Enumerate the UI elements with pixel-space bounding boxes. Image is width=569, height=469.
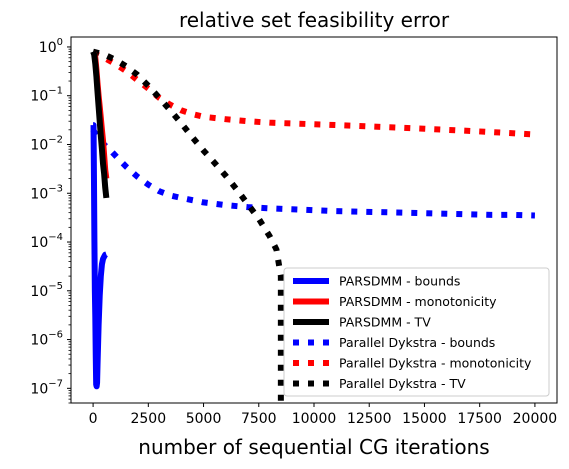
y-tick-label: 10−2: [30, 134, 63, 153]
x-tick-label: 20000: [513, 411, 558, 427]
legend-label: Parallel Dykstra - TV: [339, 376, 466, 391]
y-tick-label: 10−7: [30, 378, 63, 397]
y-tick-label: 10−6: [30, 330, 63, 349]
series-line-4: [91, 50, 536, 138]
x-tick-label: 2500: [130, 411, 166, 427]
plot-area: [90, 48, 536, 403]
x-tick-label: 12500: [347, 411, 392, 427]
series-line-2: [90, 50, 110, 199]
x-tick-label: 0: [89, 411, 98, 427]
legend-label: PARSDMM - bounds: [339, 274, 460, 289]
legend: PARSDMM - bounds PARSDMM - monotonicity PA…: [283, 267, 550, 397]
series-line-5: [92, 48, 284, 403]
x-axis-title: number of sequential CG iterations: [138, 435, 489, 459]
x-tick-label: 7500: [241, 411, 277, 427]
legend-label: PARSDMM - monotonicity: [339, 294, 497, 309]
plot-frame: [70, 36, 558, 404]
x-tick-label: 17500: [457, 411, 502, 427]
y-tick-label: 10−3: [30, 183, 63, 202]
y-tick-label: 10−1: [30, 86, 63, 105]
legend-box: [283, 267, 550, 397]
legend-label: Parallel Dykstra - monotonicity: [339, 356, 532, 371]
legend-label: PARSDMM - TV: [339, 315, 431, 330]
series-line-3: [90, 128, 535, 219]
y-tick-label: 100: [39, 37, 63, 56]
chart-title: relative set feasibility error: [179, 8, 450, 32]
x-tick-label: 10000: [292, 411, 337, 427]
y-tick-label: 10−5: [30, 281, 63, 300]
x-tick-label: 5000: [186, 411, 222, 427]
y-tick-label: 10−4: [30, 232, 63, 251]
x-axis: 0 2500 5000 7500 10000 12500 15000 17500 20000: [89, 403, 558, 427]
legend-label: Parallel Dykstra - bounds: [339, 335, 495, 350]
y-axis: 10−7 10−6 10−5 10−4 10−3 10−2 10−1 100: [30, 37, 71, 404]
series-line-0: [90, 122, 109, 390]
x-tick-label: 15000: [402, 411, 447, 427]
